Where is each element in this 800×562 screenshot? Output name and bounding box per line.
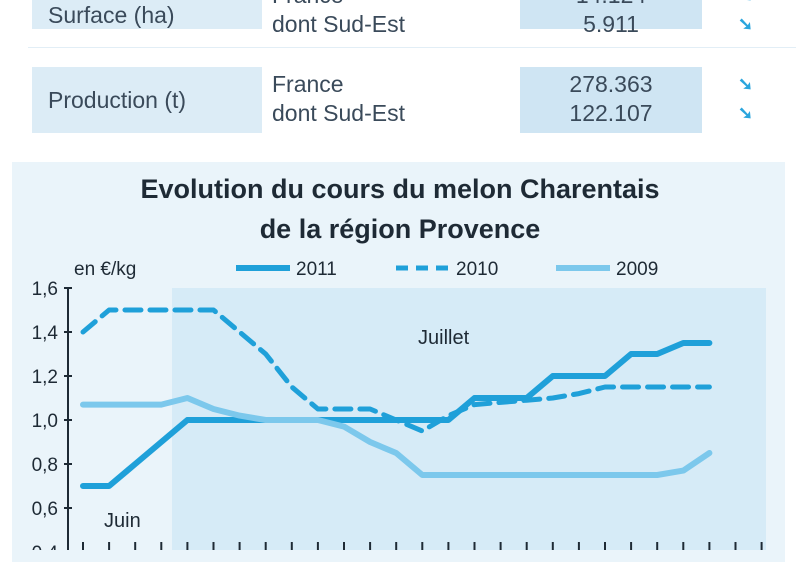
value-cell: 5.911 <box>583 11 639 37</box>
arrow-down-right-icon: ➘ <box>738 0 753 10</box>
table-row: Production (t) France dont Sud-Est 278.3… <box>32 67 784 133</box>
table-divider <box>28 47 796 48</box>
series-line-2010 <box>80 307 712 434</box>
series-lines <box>80 307 713 489</box>
legend-label-2011: 2011 <box>296 259 337 280</box>
region-name: France <box>272 0 522 10</box>
y-tick-label: 0,4 <box>32 543 59 550</box>
period-label-juillet: Juillet <box>418 327 470 349</box>
y-tick-label: 0,8 <box>32 455 58 476</box>
row-names: France dont Sud-Est <box>272 70 522 128</box>
region-name: France <box>272 71 344 97</box>
row-values: 14.124 5.911 <box>520 0 702 37</box>
series-line-2009 <box>80 395 713 478</box>
y-tick-label: 1,6 <box>32 279 58 300</box>
legend-label-2009: 2009 <box>616 259 658 280</box>
value-cell: 122.107 <box>569 100 653 126</box>
region-name: dont Sud-Est <box>272 11 405 37</box>
value-cell: 278.363 <box>569 71 653 97</box>
chart-title-line-1: Evolution du cours du melon Charentais <box>140 174 659 204</box>
row-label: Surface (ha) <box>32 0 262 29</box>
arrow-down-right-icon: ➘ <box>738 14 754 34</box>
period-label-juin: Juin <box>104 510 141 532</box>
region-name: dont Sud-Est <box>272 100 405 126</box>
y-tick-label: 1,2 <box>32 367 58 388</box>
price-line-chart: Evolution du cours du melon Charentais d… <box>32 174 766 550</box>
legend: 2011 2010 2009 <box>236 259 658 280</box>
table-row: Surface (ha) France dont Sud-Est 14.124 … <box>32 0 784 37</box>
y-axis: 0,4 0,6 0,8 1,0 1,2 1,4 1,6 <box>32 279 72 550</box>
arrow-down-right-icon: ➘ <box>738 103 754 123</box>
row-label: Production (t) <box>32 67 262 133</box>
y-tick-label: 1,0 <box>32 411 58 432</box>
row-names: France dont Sud-Est <box>272 0 522 39</box>
y-tick-label: 1,4 <box>32 323 59 344</box>
y-tick-label: 0,6 <box>32 499 58 520</box>
summary-table: Surface (ha) France dont Sud-Est 14.124 … <box>14 0 796 136</box>
x-axis <box>82 542 763 550</box>
row-values: 278.363 122.107 <box>520 67 702 133</box>
arrow-down-right-icon: ➘ <box>738 74 754 94</box>
value-cell: 14.124 <box>520 0 702 10</box>
chart-title-line-2: de la région Provence <box>260 214 541 244</box>
y-axis-label: en €/kg <box>74 259 136 280</box>
legend-label-2010: 2010 <box>456 259 498 280</box>
